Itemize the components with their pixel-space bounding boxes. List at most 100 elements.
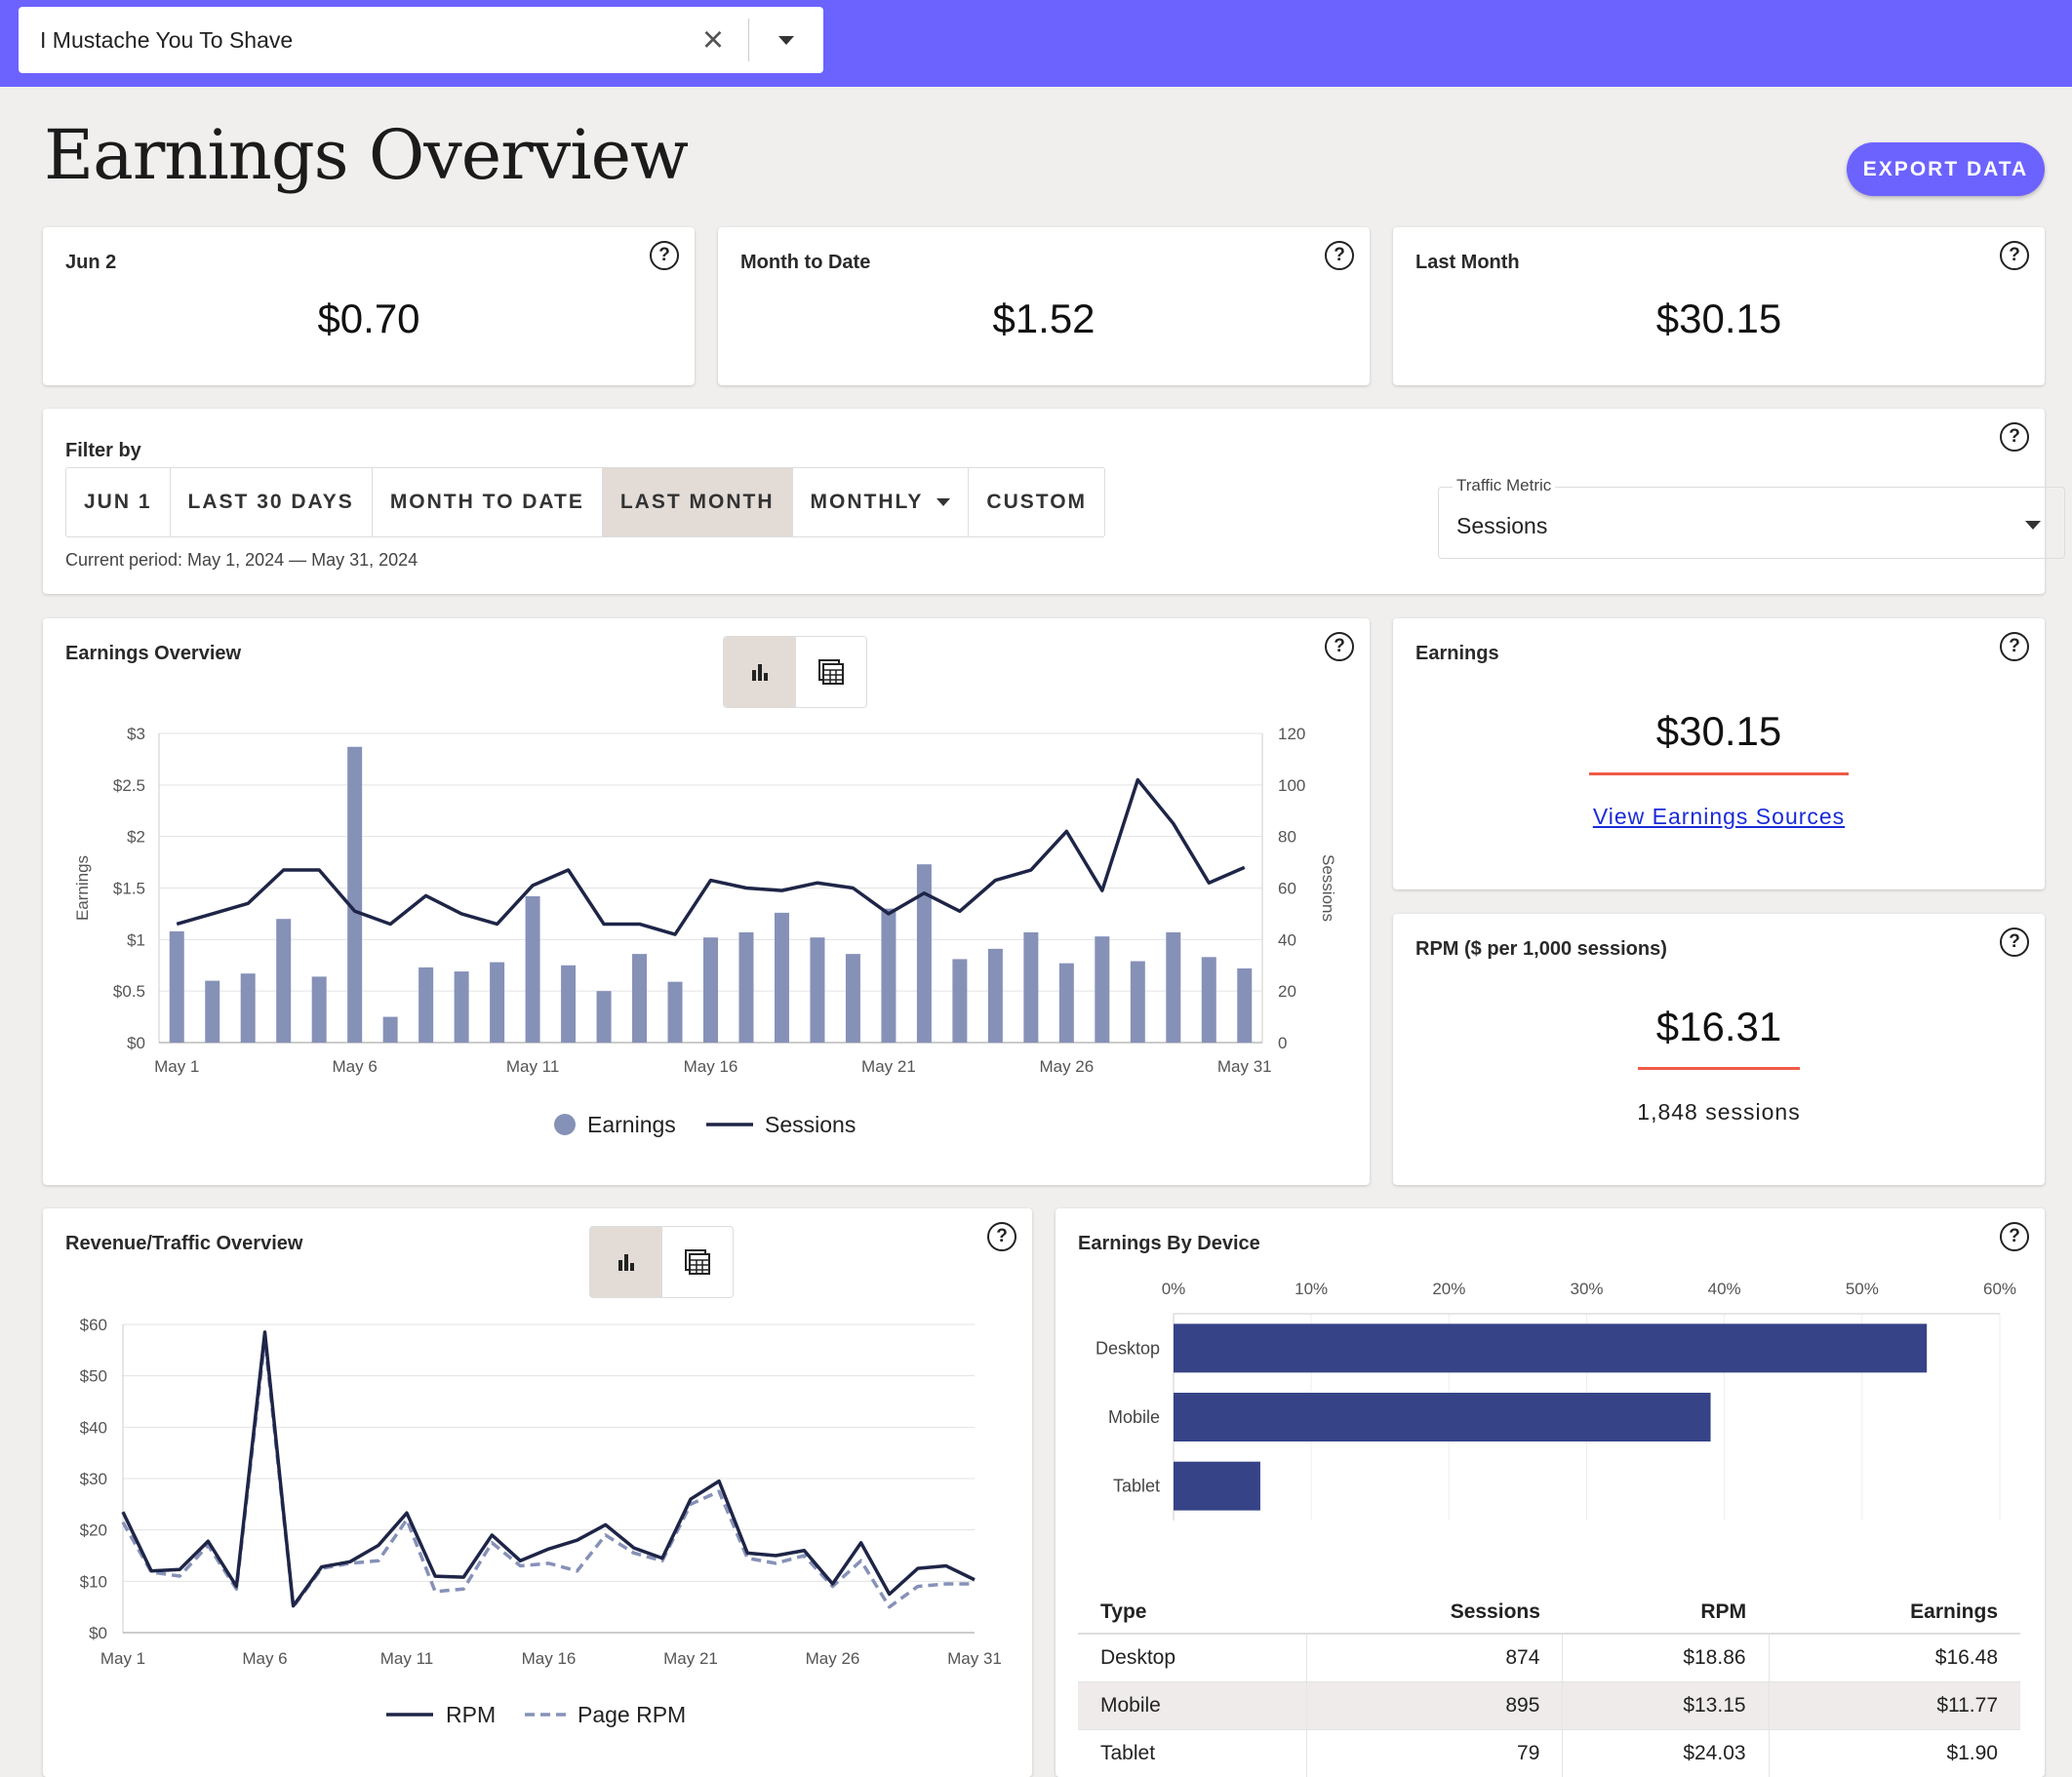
x-tick-label: May 31	[1217, 1057, 1272, 1076]
y-tick-label: $40	[80, 1418, 107, 1437]
y-tick-label: $20	[80, 1521, 107, 1540]
filter-last-30-days-button[interactable]: LAST 30 DAYS	[171, 468, 373, 536]
cell-sessions: 79	[1306, 1728, 1564, 1777]
table-icon[interactable]	[661, 1227, 733, 1297]
help-icon[interactable]: ?	[2000, 632, 2029, 661]
stat-label: Jun 2	[65, 252, 117, 273]
cell-rpm: $13.15	[1562, 1680, 1770, 1729]
y-axis-title: Earnings	[73, 855, 92, 921]
x-tick-label: May 26	[806, 1649, 860, 1668]
y-tick-label: $0.5	[113, 982, 145, 1001]
traffic-metric-select[interactable]: Traffic Metric Sessions	[1438, 476, 2065, 559]
stat-value: $0.70	[317, 296, 420, 341]
y-tick-label: $3	[127, 725, 145, 743]
legend-label-earnings: Earnings	[587, 1112, 676, 1137]
earnings-bar	[347, 746, 363, 1043]
close-icon[interactable]: ×	[701, 19, 725, 60]
cell-earnings: $1.90	[1769, 1728, 2020, 1777]
header-sessions[interactable]: Sessions	[1306, 1591, 1563, 1635]
y2-tick-label: 60	[1278, 880, 1296, 898]
y-tick-label: $60	[80, 1316, 107, 1334]
y-tick-label: $1.5	[113, 880, 145, 898]
earnings-bar	[276, 919, 292, 1043]
table-icon[interactable]	[795, 637, 866, 707]
earnings-bar	[240, 973, 256, 1043]
legend-label-rpm: RPM	[446, 1702, 496, 1727]
filter-monthly-dropdown[interactable]: MONTHLY	[793, 468, 970, 536]
filter-last-month-button[interactable]: LAST MONTH	[602, 468, 793, 536]
rpm-summary-card: RPM ($ per 1,000 sessions) ? $16.31 1,84…	[1393, 914, 2045, 1185]
view-toggle	[723, 636, 867, 708]
y2-tick-label: 20	[1278, 982, 1296, 1001]
x-tick-label: May 16	[522, 1649, 577, 1668]
help-icon[interactable]: ?	[1325, 632, 1354, 661]
bar-chart-icon[interactable]	[590, 1227, 661, 1297]
help-icon[interactable]: ?	[650, 241, 679, 270]
earnings-bar	[916, 864, 932, 1043]
rpm-underline	[1638, 1067, 1800, 1070]
filter-jun-1-button[interactable]: JUN 1	[66, 468, 171, 536]
selector-divider	[748, 19, 749, 61]
earnings-bar	[418, 967, 434, 1043]
earnings-bar	[1130, 961, 1145, 1043]
y-tick-label: $50	[80, 1367, 107, 1386]
header-earnings[interactable]: Earnings	[1769, 1591, 2020, 1635]
stat-card-today: Jun 2 ? $0.70	[43, 227, 695, 385]
stat-value: $30.15	[1655, 296, 1782, 341]
export-data-button[interactable]: EXPORT DATA	[1847, 142, 2045, 196]
chart-title: Earnings By Device	[1078, 1233, 1260, 1254]
rpm-sessions-count: 1,848 sessions	[1637, 1099, 1801, 1125]
stat-value: $1.52	[992, 296, 1096, 341]
x-tick-label: May 6	[242, 1649, 287, 1668]
earnings-bar	[490, 962, 505, 1043]
x-tick-label: May 16	[684, 1057, 738, 1076]
earnings-bar	[987, 948, 1003, 1043]
x-tick-label: May 21	[861, 1057, 916, 1076]
help-icon[interactable]: ?	[1325, 241, 1354, 270]
x-tick-label: 10%	[1295, 1280, 1328, 1298]
filter-month-to-date-button[interactable]: MONTH TO DATE	[373, 468, 603, 536]
y2-axis-title: Sessions	[1319, 854, 1337, 922]
view-toggle	[589, 1226, 734, 1298]
device-table: Type Sessions RPM Earnings Desktop 874 $…	[1078, 1591, 2020, 1777]
cell-type: Mobile	[1078, 1680, 1308, 1729]
x-tick-label: 20%	[1432, 1280, 1465, 1298]
earnings-bar	[738, 931, 754, 1043]
earnings-bar	[881, 908, 897, 1043]
cell-earnings: $11.77	[1769, 1680, 2020, 1729]
category-label: Desktop	[1096, 1338, 1160, 1358]
earnings-bar	[845, 954, 860, 1043]
legend-label-sessions: Sessions	[765, 1112, 856, 1137]
device-bar	[1174, 1323, 1928, 1373]
earnings-bar	[810, 937, 825, 1043]
header-type[interactable]: Type	[1078, 1591, 1307, 1635]
y-tick-label: $0	[127, 1034, 145, 1052]
help-icon[interactable]: ?	[987, 1222, 1016, 1251]
site-selector[interactable]: I Mustache You To Shave ×	[19, 7, 823, 73]
chevron-down-icon	[2025, 521, 2041, 530]
x-tick-label: 30%	[1570, 1280, 1603, 1298]
help-icon[interactable]: ?	[2000, 1222, 2029, 1251]
help-icon[interactable]: ?	[2000, 928, 2029, 957]
stat-label: Month to Date	[740, 252, 871, 273]
x-tick-label: May 31	[947, 1649, 1002, 1668]
chevron-down-icon[interactable]	[749, 7, 823, 73]
help-icon[interactable]: ?	[2000, 422, 2029, 452]
revenue-traffic-card: Revenue/Traffic Overview ? $0 $10 $20 $30 $4…	[43, 1208, 1032, 1777]
traffic-metric-value: Sessions	[1456, 513, 1548, 538]
filter-label: Filter by	[65, 440, 141, 461]
help-icon[interactable]: ?	[2000, 241, 2029, 270]
earnings-bar	[1166, 931, 1181, 1043]
earnings-by-device-chart: 0% 10% 20% 30% 40% 50% 60% Desktop Mobile Tablet	[1096, 1280, 2016, 1520]
traffic-metric-label: Traffic Metric	[1453, 476, 1556, 495]
y-tick-label: $2.5	[113, 776, 145, 795]
earnings-underline	[1589, 772, 1849, 775]
filter-card: Filter by ? JUN 1 LAST 30 DAYS MONTH TO …	[43, 409, 2065, 594]
header-rpm[interactable]: RPM	[1562, 1591, 1770, 1635]
legend-swatch-earnings	[554, 1114, 576, 1135]
site-selector-value: I Mustache You To Shave	[40, 26, 294, 53]
filter-custom-button[interactable]: CUSTOM	[986, 491, 1088, 513]
earnings-bar	[632, 954, 648, 1043]
bar-chart-icon[interactable]	[724, 637, 795, 707]
view-earnings-sources-link[interactable]: View Earnings Sources	[1592, 804, 1846, 829]
